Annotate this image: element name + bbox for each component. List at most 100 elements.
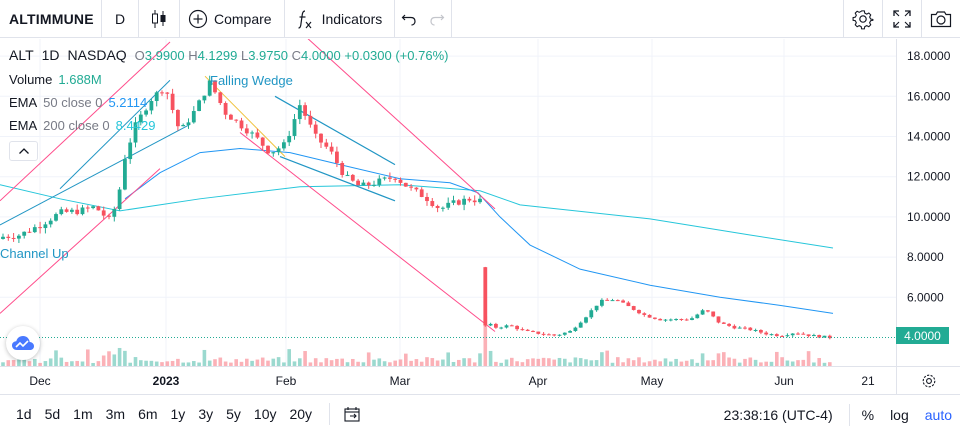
candle: [706, 310, 710, 313]
ema-200-line[interactable]: [0, 184, 834, 249]
volume-bar: [414, 359, 419, 366]
legend-collapse-button[interactable]: [9, 141, 38, 161]
go-to-date-button[interactable]: [340, 395, 366, 433]
volume-bar: [133, 357, 138, 366]
volume-bar: [313, 358, 318, 366]
volume-bar: [796, 360, 800, 366]
range-3y[interactable]: 3y: [198, 406, 214, 422]
candle: [509, 324, 514, 327]
range-5y[interactable]: 5y: [226, 406, 241, 422]
volume-bar: [33, 359, 37, 366]
percent-scale-button[interactable]: %: [861, 406, 875, 423]
candle: [732, 324, 737, 330]
settings-button[interactable]: [844, 0, 882, 38]
snapshot-button[interactable]: [922, 0, 960, 38]
compare-button[interactable]: Compare: [180, 0, 284, 38]
chart-type-button[interactable]: [139, 0, 179, 38]
bottom-right-controls: 23:38:16 (UTC-4) % log auto: [724, 395, 960, 433]
range-1d[interactable]: 1d: [16, 406, 32, 422]
candle: [690, 316, 694, 321]
legend-ohlc: O3.9900 H4.1299 L3.9750 C4.0000 +0.0300 …: [134, 48, 449, 63]
candles[interactable]: [1, 75, 832, 340]
divider: [101, 0, 102, 38]
volume-bar: [775, 351, 779, 366]
undo-button[interactable]: [395, 0, 423, 38]
candle: [594, 305, 599, 312]
candle: [197, 99, 201, 112]
axis-settings-button[interactable]: [896, 366, 960, 394]
legend-ema-50[interactable]: EMA 50 close 0 5.2114: [9, 95, 148, 110]
volume-bar: [43, 361, 48, 366]
interval-button[interactable]: D: [114, 10, 126, 27]
legend-volume[interactable]: Volume 1.688M: [9, 72, 102, 87]
candle: [75, 204, 80, 216]
candle: [695, 313, 700, 319]
range-20y[interactable]: 20y: [289, 406, 313, 422]
candle: [568, 330, 572, 333]
volume-bar: [128, 362, 132, 366]
candle: [335, 146, 339, 168]
volume-bar: [356, 361, 360, 366]
chart-legend: ALT 1D NASDAQ O3.9900 H4.1299 L3.9750 C4…: [9, 47, 448, 133]
candle: [547, 333, 551, 336]
range-3m[interactable]: 3m: [105, 406, 126, 422]
candle: [319, 133, 323, 149]
range-10y[interactable]: 10y: [253, 406, 277, 422]
candle: [6, 234, 11, 241]
volume-bar: [181, 362, 185, 366]
volume-bar: [260, 357, 265, 366]
right-tools: [843, 0, 960, 38]
range-5d[interactable]: 5d: [44, 406, 61, 422]
clock-timezone[interactable]: 23:38:16 (UTC-4): [723, 406, 833, 423]
candle: [22, 231, 27, 239]
candle: [282, 139, 286, 151]
auto-scale-button[interactable]: auto: [924, 406, 952, 423]
candle: [234, 119, 239, 123]
candle: [377, 175, 382, 188]
legend-series[interactable]: ALT 1D NASDAQ O3.9900 H4.1299 L3.9750 C4…: [9, 47, 448, 63]
fullscreen-button[interactable]: [883, 0, 921, 38]
symbol-search[interactable]: ALTIMMUNE: [9, 10, 94, 27]
redo-button[interactable]: [423, 0, 451, 38]
candle: [207, 75, 212, 97]
candle: [435, 204, 440, 213]
candle: [488, 322, 493, 327]
fx-icon: [298, 9, 312, 29]
channel-up-label[interactable]: Channel Up: [0, 246, 69, 261]
candle: [313, 121, 318, 139]
indicators-button[interactable]: Indicators: [285, 0, 395, 38]
volume-bar: [404, 353, 408, 366]
falling-wedge-label[interactable]: Falling Wedge: [210, 73, 293, 88]
range-1y[interactable]: 1y: [170, 406, 186, 422]
price-chart[interactable]: [0, 35, 896, 366]
range-1m[interactable]: 1m: [73, 406, 93, 422]
price-axis[interactable]: 18.0000 16.0000 14.0000 12.0000 10.0000 8.000…: [896, 39, 960, 366]
volume-bar: [11, 360, 16, 366]
candle: [356, 178, 360, 186]
range-6m[interactable]: 6m: [138, 406, 158, 422]
candle: [96, 205, 101, 211]
channel-up-drawing[interactable]: [0, 41, 191, 314]
candle: [149, 98, 154, 115]
log-scale-button[interactable]: log: [890, 406, 909, 423]
candle: [711, 311, 716, 318]
candle: [774, 333, 779, 337]
ema-50-line[interactable]: [124, 148, 834, 314]
volume-bar: [764, 361, 768, 366]
candle: [456, 199, 461, 206]
volume-bar: [494, 361, 498, 366]
volume-bar: [658, 361, 662, 366]
volume-bar: [276, 357, 281, 366]
volume-bar: [176, 358, 180, 366]
tradingview-logo[interactable]: [6, 326, 40, 360]
chart-pane[interactable]: [0, 35, 896, 366]
compare-label: Compare: [214, 10, 272, 27]
legend-ema-200[interactable]: EMA 200 close 0 8.4429: [9, 118, 156, 133]
volume-bar: [266, 360, 270, 366]
falling-wedge-drawing[interactable]: [204, 35, 496, 332]
volume-bar: [695, 362, 700, 366]
volume-bar: [218, 357, 223, 366]
volume-bar: [96, 361, 101, 366]
candle: [764, 331, 769, 336]
time-axis[interactable]: Dec 2023 Feb Mar Apr May Jun 21: [0, 366, 896, 394]
